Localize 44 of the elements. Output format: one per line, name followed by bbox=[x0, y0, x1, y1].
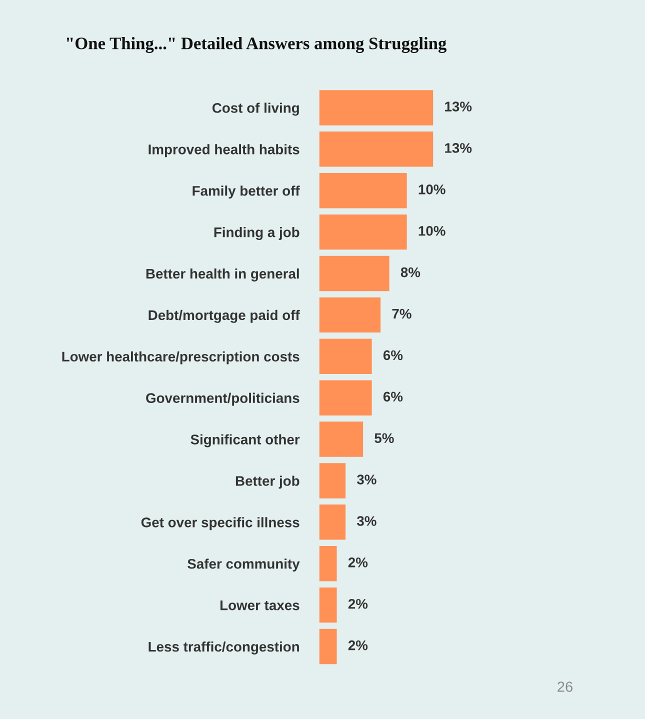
bar bbox=[319, 628, 337, 664]
y-tick-label: Improved health habits bbox=[148, 144, 300, 158]
y-tick-label: Better job bbox=[236, 476, 300, 489]
bar bbox=[319, 297, 381, 333]
data-label: 10% bbox=[418, 226, 446, 236]
data-label: 13% bbox=[445, 102, 472, 112]
y-tick-label: Government/politicians bbox=[146, 392, 300, 406]
bar bbox=[319, 338, 372, 374]
data-label: 6% bbox=[383, 392, 403, 402]
y-tick-label: Better health in general bbox=[146, 268, 299, 282]
data-label: 3% bbox=[356, 516, 376, 526]
bar bbox=[319, 132, 434, 167]
chart-title: "One Thing..." Detailed Answers among Struggling bbox=[66, 37, 446, 53]
bar bbox=[319, 256, 390, 292]
bar bbox=[319, 90, 434, 126]
text: 26 bbox=[558, 682, 572, 692]
bar bbox=[319, 422, 364, 457]
bar bbox=[319, 546, 337, 582]
bar bbox=[319, 587, 337, 623]
data-label: 2% bbox=[348, 558, 368, 568]
data-label: 6% bbox=[383, 350, 403, 360]
data-label: 13% bbox=[445, 143, 472, 153]
y-tick-label: Finding a job bbox=[214, 227, 300, 240]
data-label: 8% bbox=[400, 267, 420, 278]
y-tick-label: Less traffic/congestion bbox=[148, 641, 299, 654]
data-label: 5% bbox=[374, 433, 394, 444]
y-tick-label: Cost of living bbox=[212, 102, 299, 116]
y-tick-label: Significant other bbox=[190, 434, 300, 448]
bar bbox=[319, 173, 407, 208]
data-label: 7% bbox=[392, 308, 412, 319]
y-tick-label: Family better off bbox=[192, 186, 300, 199]
y-tick-label: Safer community bbox=[188, 558, 300, 572]
y-tick-label: Lower healthcare/prescription costs bbox=[62, 351, 300, 364]
y-tick-label: Debt/mortgage paid off bbox=[148, 310, 300, 323]
bar bbox=[319, 463, 346, 498]
bar bbox=[319, 380, 372, 416]
bar bbox=[319, 504, 346, 540]
bar bbox=[319, 214, 407, 250]
data-label: 2% bbox=[348, 640, 368, 650]
y-tick-label: Get over specific illness bbox=[141, 517, 300, 530]
data-label: 2% bbox=[348, 598, 368, 609]
data-label: 3% bbox=[356, 474, 376, 484]
data-label: 10% bbox=[418, 184, 446, 194]
y-tick-label: Lower taxes bbox=[220, 600, 300, 610]
